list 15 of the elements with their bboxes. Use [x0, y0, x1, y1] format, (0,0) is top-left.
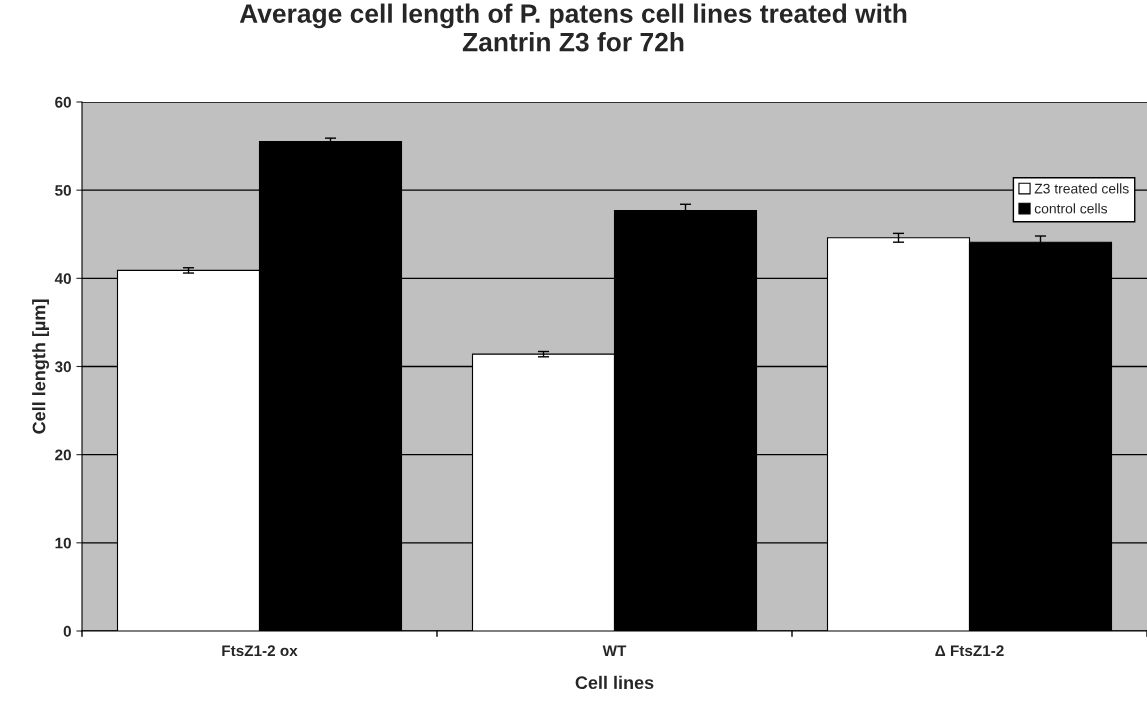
y-tick-label: 10 [55, 537, 71, 549]
legend-label: Z3 treated cells [1034, 183, 1129, 194]
x-tick-label: WT [602, 645, 627, 656]
x-tick-label: FtsZ1-2 ox [222, 645, 298, 657]
y-tick-label: 50 [55, 185, 71, 196]
y-tick-label: 30 [54, 361, 71, 373]
x-axis-title: Cell lines [575, 675, 654, 690]
x-tick-label: Δ FtsZ1-2 [935, 645, 1004, 657]
y-axis-title: Cell length [µm] [32, 299, 50, 434]
y-tick-label: 0 [63, 625, 71, 637]
y-tick-label: 20 [55, 449, 71, 461]
y-tick-label: 40 [54, 273, 71, 285]
chart-title: Average cell length of P. patens cell lines treated with Zantrin Z3 for 72h [239, 3, 907, 52]
y-tick-label: 60 [55, 96, 71, 108]
legend-label: control cells [1034, 203, 1108, 214]
